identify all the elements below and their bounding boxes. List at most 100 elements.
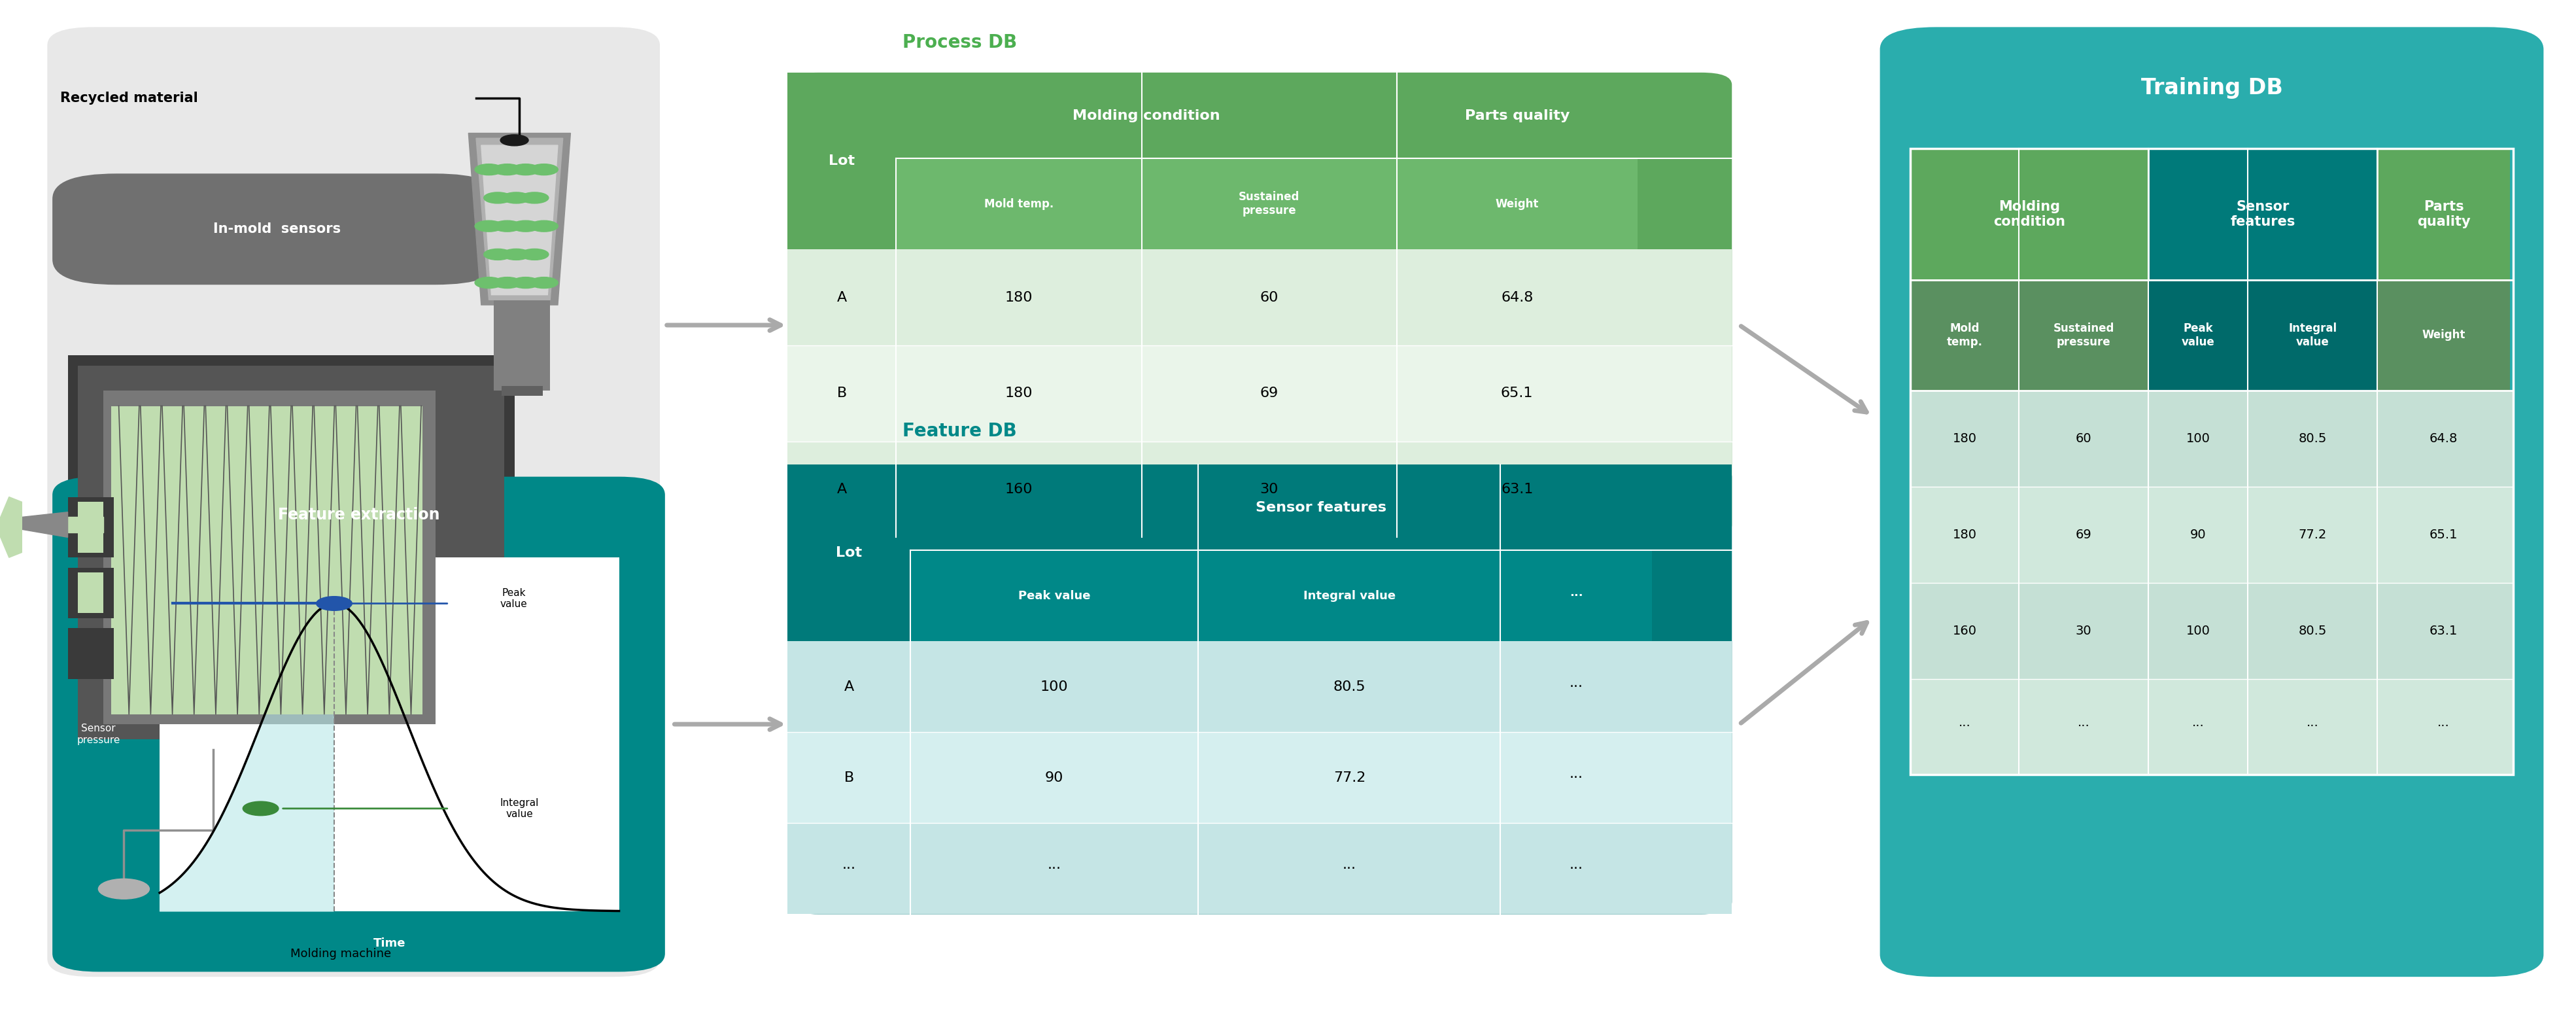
Bar — [788, 823, 1731, 915]
Bar — [1198, 551, 1499, 642]
Bar — [1911, 390, 2514, 487]
Text: 64.8: 64.8 — [1502, 291, 1533, 304]
Text: 160: 160 — [1005, 483, 1033, 496]
Polygon shape — [10, 512, 67, 537]
Text: 69: 69 — [2076, 528, 2092, 541]
Bar — [67, 629, 113, 678]
Bar — [1911, 280, 2020, 390]
Text: Molding
condition: Molding condition — [1994, 200, 2066, 228]
Circle shape — [484, 193, 513, 204]
Text: 100: 100 — [2187, 625, 2210, 637]
Bar — [1911, 678, 2514, 775]
Text: 64.8: 64.8 — [2429, 433, 2458, 445]
Text: Weight: Weight — [2421, 330, 2465, 341]
Polygon shape — [469, 133, 569, 305]
Text: A: A — [845, 680, 853, 694]
Text: 80.5: 80.5 — [2298, 433, 2326, 445]
Text: ···: ··· — [2079, 721, 2089, 733]
Text: Parts quality: Parts quality — [1466, 108, 1569, 122]
Text: Training DB: Training DB — [2141, 77, 2282, 98]
FancyBboxPatch shape — [52, 477, 665, 971]
Bar — [788, 732, 1731, 823]
Circle shape — [513, 277, 538, 288]
Text: Time: Time — [374, 938, 404, 949]
Circle shape — [502, 248, 531, 260]
Bar — [2148, 280, 2249, 390]
Text: Mold temp.: Mold temp. — [984, 198, 1054, 210]
Polygon shape — [482, 145, 559, 295]
Text: 63.1: 63.1 — [1502, 483, 1533, 496]
Text: 180: 180 — [1953, 528, 1976, 541]
Bar — [111, 406, 422, 714]
Circle shape — [520, 193, 549, 204]
Circle shape — [492, 164, 520, 175]
Text: Parts
quality: Parts quality — [2416, 200, 2470, 228]
Text: 90: 90 — [1046, 772, 1064, 784]
Text: Sustained
pressure: Sustained pressure — [1239, 192, 1301, 217]
Circle shape — [502, 193, 531, 204]
Text: 30: 30 — [2076, 625, 2092, 637]
Text: 30: 30 — [1260, 483, 1278, 496]
Circle shape — [98, 879, 149, 899]
Bar — [1141, 158, 1396, 249]
Bar — [896, 158, 1141, 249]
Text: 100: 100 — [2187, 433, 2210, 445]
Bar — [788, 464, 909, 551]
Text: 180: 180 — [1953, 433, 1976, 445]
Text: ···: ··· — [1342, 862, 1358, 875]
Polygon shape — [67, 517, 103, 532]
Bar — [77, 502, 103, 553]
FancyBboxPatch shape — [1880, 27, 2543, 976]
Text: 80.5: 80.5 — [1334, 680, 1365, 694]
Text: Sensor features: Sensor features — [1255, 501, 1386, 514]
Bar — [909, 464, 1731, 551]
Text: 100: 100 — [1041, 680, 1069, 694]
Text: ···: ··· — [1569, 862, 1582, 875]
Text: Peak
value: Peak value — [2182, 322, 2215, 348]
Bar — [788, 441, 1731, 537]
Text: ···: ··· — [2306, 721, 2318, 733]
Text: 90: 90 — [2190, 528, 2205, 541]
Bar — [67, 356, 515, 749]
Text: A: A — [837, 483, 848, 496]
Text: 180: 180 — [1005, 291, 1033, 304]
Bar — [788, 73, 896, 158]
Text: 180: 180 — [1005, 386, 1033, 400]
Bar — [67, 497, 113, 558]
Text: 63.1: 63.1 — [2429, 625, 2458, 637]
Circle shape — [474, 221, 502, 231]
FancyBboxPatch shape — [46, 27, 659, 976]
Text: Peak
value: Peak value — [500, 588, 528, 609]
Text: Peak value: Peak value — [1018, 590, 1090, 601]
Text: In-mold  sensors: In-mold sensors — [214, 223, 340, 235]
Circle shape — [484, 248, 513, 260]
Text: ···: ··· — [1569, 680, 1582, 694]
Text: Weight: Weight — [1494, 198, 1538, 210]
Text: A: A — [837, 291, 848, 304]
Bar — [2378, 280, 2509, 390]
Bar — [788, 464, 909, 642]
Bar — [77, 573, 103, 613]
Text: 60: 60 — [1260, 291, 1278, 304]
Circle shape — [500, 135, 528, 146]
Bar — [788, 346, 1731, 441]
Text: 160: 160 — [1953, 625, 1976, 637]
Text: Recycled material: Recycled material — [59, 91, 198, 104]
Bar — [1911, 148, 2514, 775]
Bar — [103, 390, 435, 724]
Text: Molding condition: Molding condition — [1072, 108, 1221, 122]
Bar — [77, 366, 505, 739]
Text: Lot: Lot — [829, 154, 855, 167]
Bar — [160, 558, 618, 912]
Bar — [788, 73, 896, 249]
Text: Integral
value: Integral value — [500, 798, 538, 819]
Text: 77.2: 77.2 — [1334, 772, 1365, 784]
Polygon shape — [477, 138, 564, 300]
Text: ···: ··· — [1048, 862, 1061, 875]
Text: Feature DB: Feature DB — [902, 422, 1018, 440]
Circle shape — [317, 596, 353, 610]
Text: 65.1: 65.1 — [1502, 386, 1533, 400]
Bar — [1911, 148, 2148, 280]
Text: 69: 69 — [1260, 386, 1278, 400]
Circle shape — [474, 164, 502, 175]
